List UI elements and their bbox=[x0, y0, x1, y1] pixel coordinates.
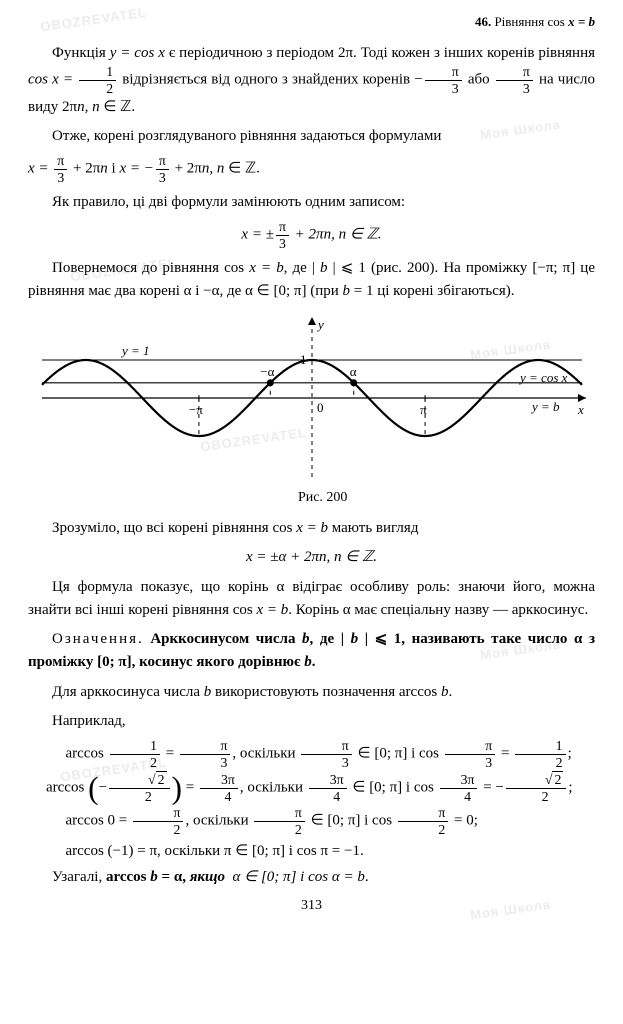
text: ∈ ℤ. bbox=[100, 99, 136, 115]
svg-text:y = b: y = b bbox=[530, 399, 560, 414]
text: arccos bbox=[66, 746, 108, 762]
example-4: arccos (−1) = π, оскільки π ∈ [0; π] і c… bbox=[28, 840, 595, 863]
svg-text:y = cos x: y = cos x bbox=[518, 370, 568, 385]
svg-text:y = 1: y = 1 bbox=[120, 343, 150, 358]
svg-text:α: α bbox=[349, 364, 356, 379]
text: arccos bbox=[46, 779, 88, 795]
text: + 2π bbox=[69, 161, 100, 177]
paragraph-2: Отже, корені розглядуваного рівняння зад… bbox=[28, 125, 595, 148]
text: , bbox=[327, 549, 335, 565]
text: Функція bbox=[52, 45, 110, 61]
text: + 2π bbox=[291, 227, 324, 243]
frac: π3 bbox=[156, 154, 169, 185]
paragraph-8: Наприклад, bbox=[28, 710, 595, 733]
svg-text:−π: −π bbox=[188, 402, 202, 417]
text: arccos bbox=[106, 869, 150, 885]
svg-text:−α: −α bbox=[260, 364, 274, 379]
svg-text:0: 0 bbox=[317, 400, 324, 415]
section-title: Рівняння cos bbox=[494, 14, 564, 29]
paragraph-6: Ця формула показує, що корінь α відіграє… bbox=[28, 576, 595, 623]
text: ; bbox=[568, 779, 572, 795]
formula-1: x = π3 + 2πn і x = −π3 + 2πn, n ∈ ℤ. bbox=[28, 154, 595, 185]
text: ∈ [0; π] і cos bbox=[307, 813, 396, 829]
frac: π3 bbox=[425, 65, 462, 96]
inline-math: cos x = bbox=[28, 72, 77, 88]
paragraph-1: Функція y = cos x є періодичною з період… bbox=[28, 42, 595, 119]
text: мають вигляд bbox=[328, 520, 418, 536]
text: . Корінь α має спеціальну назву — арккос… bbox=[288, 602, 588, 618]
text: ∈ ℤ. bbox=[342, 549, 378, 565]
text: , bbox=[85, 99, 93, 115]
text: ∈ [0; π] і cos bbox=[349, 779, 438, 795]
frac: π3 bbox=[496, 65, 533, 96]
text: Повернемося до рівняння cos bbox=[52, 260, 249, 276]
definition: Означення. Арккосинусом числа b, де | b … bbox=[28, 628, 595, 675]
text: Узагалі, bbox=[52, 869, 106, 885]
text: , де | bbox=[310, 631, 351, 647]
text: = 0; bbox=[450, 813, 478, 829]
text: відрізняється від одного з знайдених кор… bbox=[122, 72, 414, 88]
text: α ∈ [0; π] і cos α = bbox=[233, 869, 358, 885]
text: , де | bbox=[284, 260, 320, 276]
paragraph-3: Як правило, ці дві формули замінюють одн… bbox=[28, 191, 595, 214]
text: , bbox=[331, 227, 339, 243]
paragraph-5: Зрозуміло, що всі корені рівняння cos x … bbox=[28, 517, 595, 540]
generalization: Узагалі, arccos b = α, якщо α ∈ [0; π] і… bbox=[28, 866, 595, 889]
text: якщо bbox=[190, 869, 229, 885]
page-number: 313 bbox=[28, 895, 595, 917]
text: , оскільки bbox=[232, 746, 299, 762]
text: . bbox=[312, 654, 316, 670]
text: Зрозуміло, що всі корені рівняння cos bbox=[52, 520, 296, 536]
formula-3: x = ±α + 2πn, n ∈ ℤ. bbox=[28, 546, 595, 569]
def-label: Означення. bbox=[52, 631, 144, 647]
text: є періодичною з періодом 2π. Тоді кожен … bbox=[169, 45, 595, 61]
text: ∈ [0; π] і cos bbox=[354, 746, 443, 762]
text: Для арккосинуса числа bbox=[52, 684, 204, 700]
paragraph-7: Для арккосинуса числа b використовують п… bbox=[28, 681, 595, 704]
frac: π3 bbox=[276, 220, 289, 251]
formula-2: x = ±π3 + 2πn, n ∈ ℤ. bbox=[28, 220, 595, 251]
text: , оскільки bbox=[185, 813, 252, 829]
example-3: arccos 0 = π2, оскільки π2 ∈ [0; π] і co… bbox=[28, 806, 595, 837]
cosine-chart: y x 1 0 y = 1 y = cos x y = b α −α π −π bbox=[28, 313, 595, 483]
svg-text:y: y bbox=[316, 317, 324, 332]
text: = ± bbox=[248, 227, 274, 243]
svg-text:1: 1 bbox=[300, 352, 307, 367]
frac: π3 bbox=[54, 154, 67, 185]
example-1: arccos 12 = π3, оскільки π3 ∈ [0; π] і c… bbox=[28, 739, 595, 770]
inline-math: y = cos x bbox=[110, 45, 165, 61]
text: . bbox=[448, 684, 452, 700]
section-var: x bbox=[568, 14, 575, 29]
text: , оскільки bbox=[240, 779, 307, 795]
section-header: 46. Рівняння cos x = b bbox=[28, 12, 595, 32]
section-eq: = b bbox=[578, 14, 595, 29]
text: використовують позначення arccos bbox=[211, 684, 441, 700]
svg-text:π: π bbox=[420, 402, 427, 417]
example-2: arccos (−22) = 3π4, оскільки 3π4 ∈ [0; π… bbox=[28, 773, 595, 804]
section-num: 46. bbox=[475, 14, 491, 29]
text: ∈ ℤ. bbox=[224, 161, 260, 177]
chart-caption: Рис. 200 bbox=[28, 487, 595, 509]
text: + 2π bbox=[171, 161, 202, 177]
text: , bbox=[209, 161, 217, 177]
text: ∈ ℤ. bbox=[346, 227, 382, 243]
text: ; bbox=[568, 746, 572, 762]
text: = α, bbox=[158, 869, 190, 885]
text: = ±α + 2π bbox=[253, 549, 319, 565]
text: Арккосинусом числа bbox=[150, 631, 302, 647]
svg-text:x: x bbox=[577, 402, 584, 417]
text: arccos 0 = bbox=[66, 813, 132, 829]
text: = 1 ці корені збігаються). bbox=[350, 283, 515, 299]
cosine-svg: y x 1 0 y = 1 y = cos x y = b α −α π −π bbox=[32, 313, 592, 483]
paragraph-4: Повернемося до рівняння cos x = b, де | … bbox=[28, 257, 595, 304]
text: або bbox=[468, 72, 494, 88]
frac: 12 bbox=[79, 65, 116, 96]
